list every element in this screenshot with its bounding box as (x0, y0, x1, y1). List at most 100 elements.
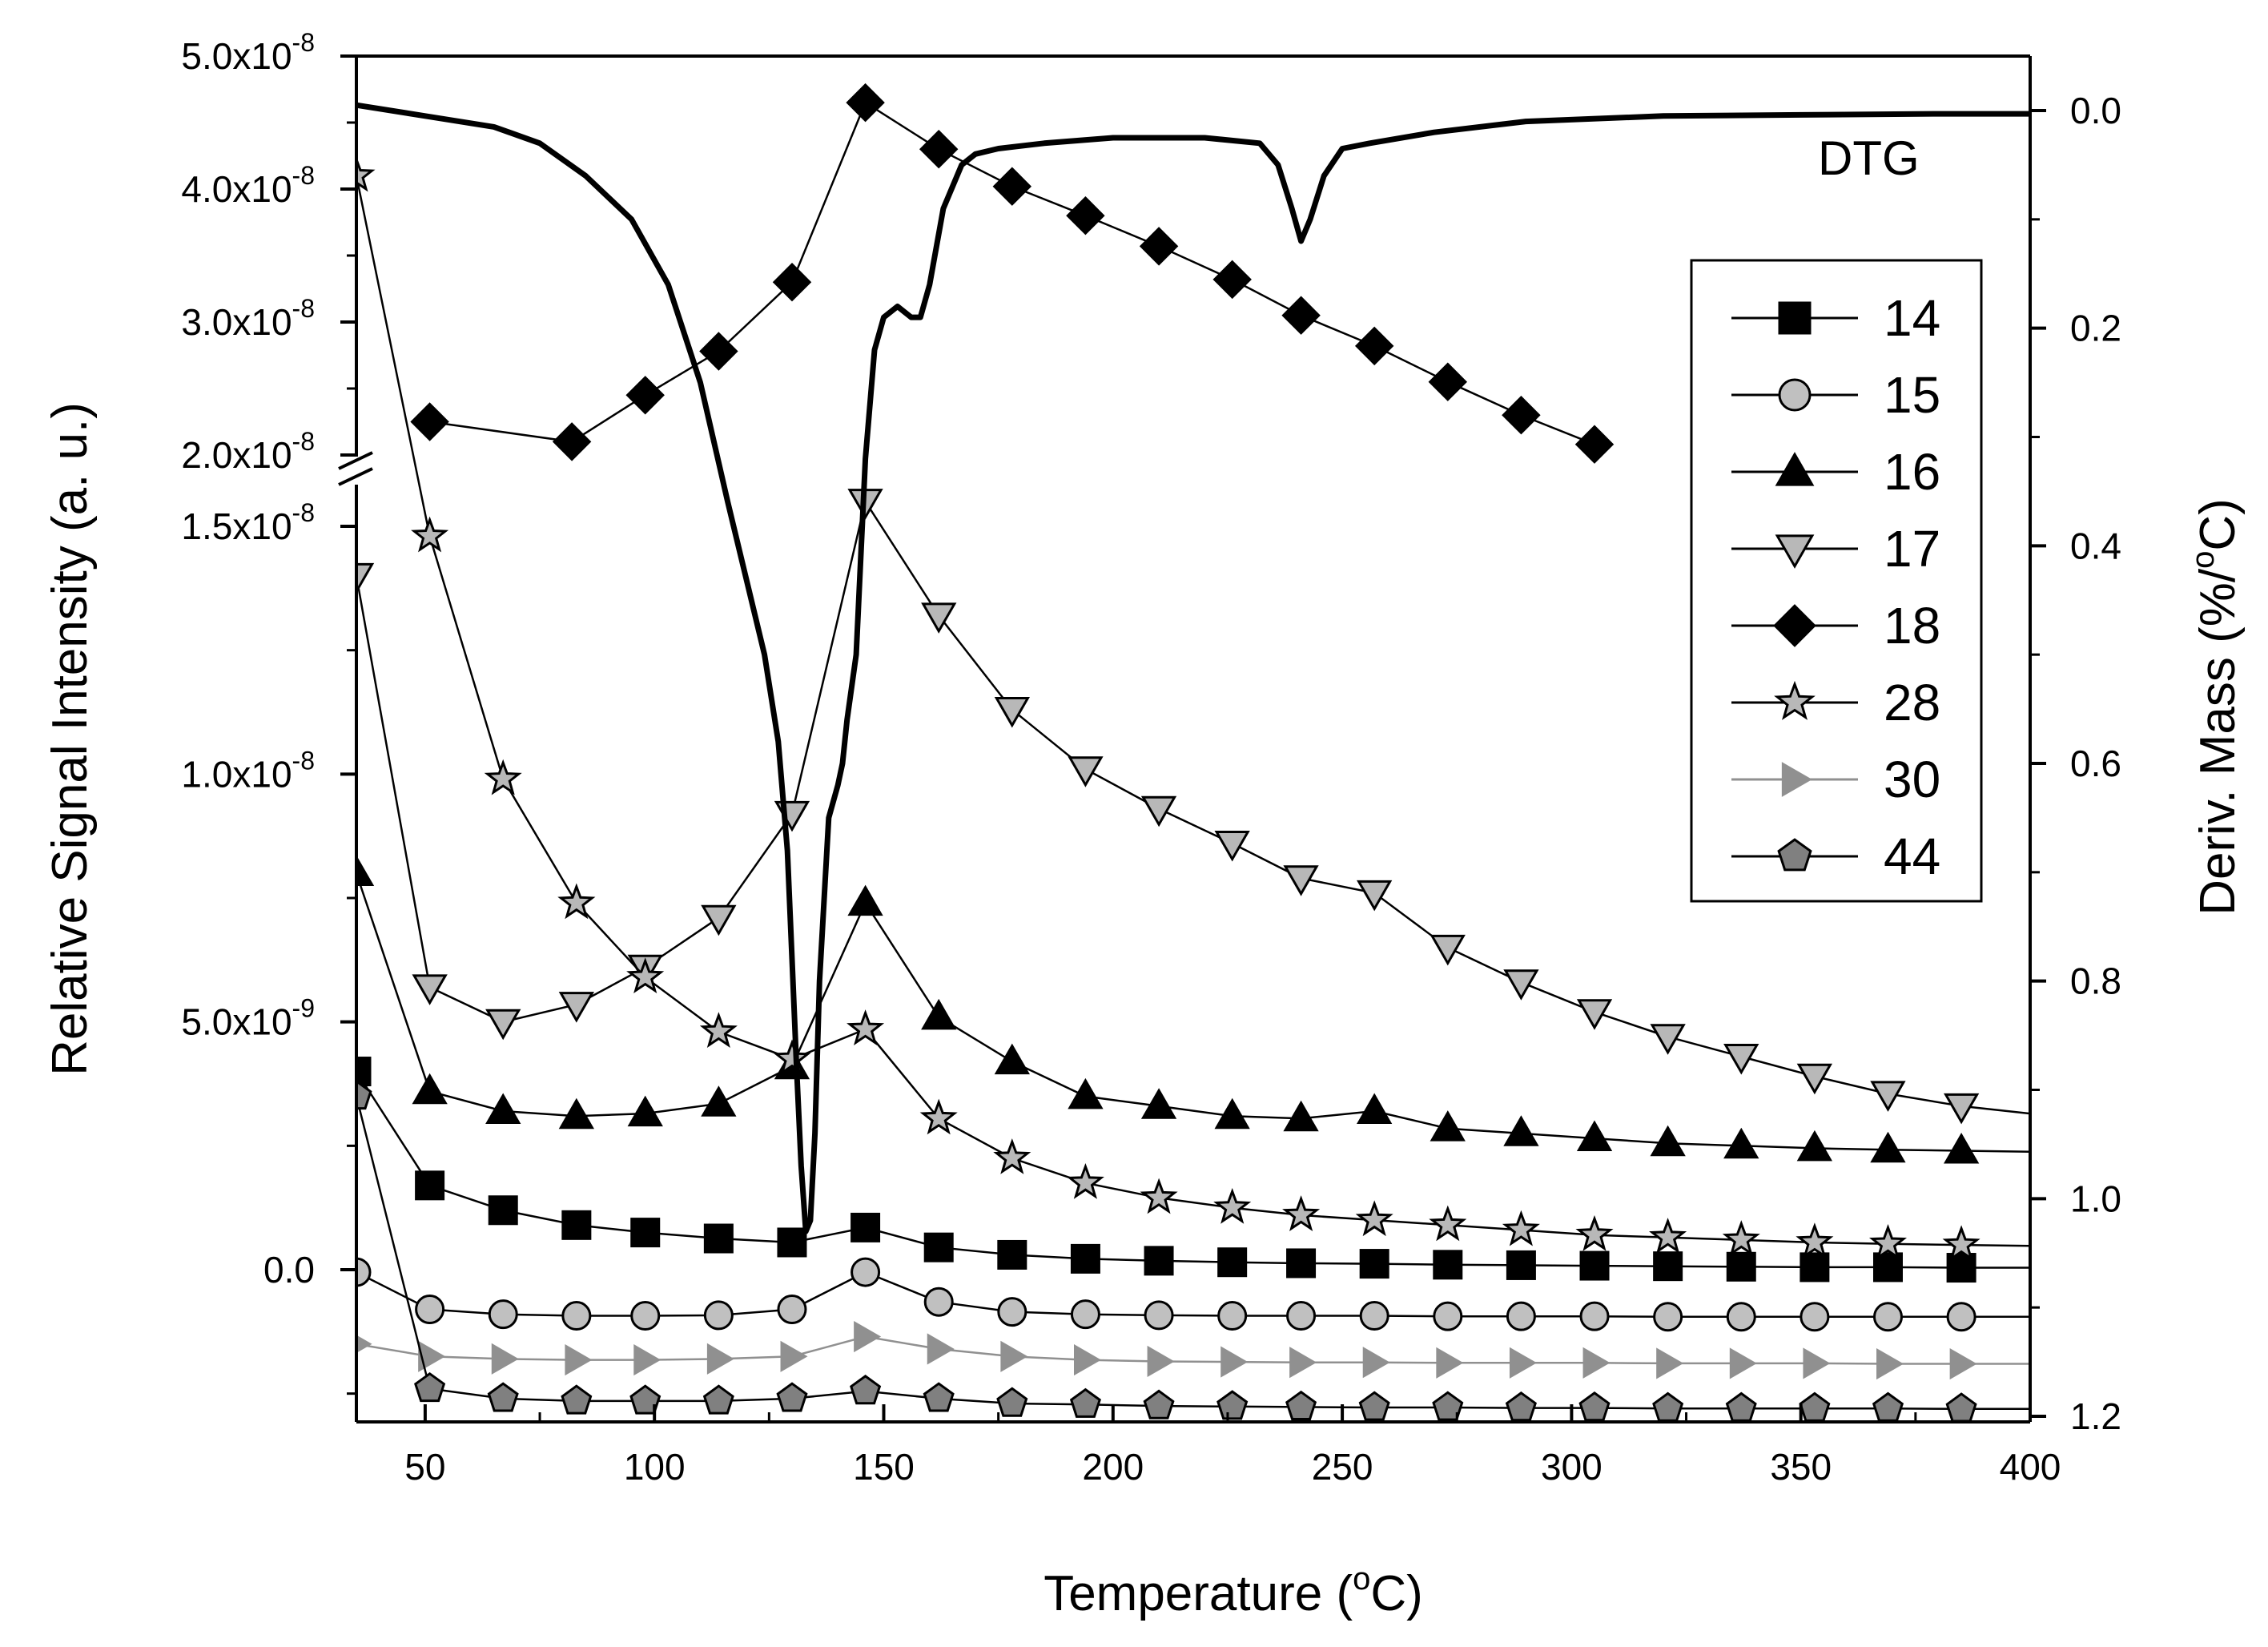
series-14-point (1653, 1251, 1683, 1282)
series-16-point (1650, 1125, 1686, 1157)
series-17-point (1503, 969, 1539, 1001)
series-14-point (1506, 1250, 1536, 1280)
series-30-point (1362, 1347, 1390, 1379)
series-18-point (552, 422, 592, 461)
series-44-point (1143, 1389, 1175, 1419)
legend: 14 15 16 17 18 28 30 44 (1690, 259, 1983, 903)
series-16-point (994, 1043, 1030, 1075)
series-44-point (1069, 1387, 1101, 1418)
series-15-point (415, 1294, 445, 1324)
series-30-point (1949, 1347, 1977, 1380)
legend-marker-17 (1775, 534, 1815, 569)
series-14-point (415, 1170, 445, 1201)
series-44-point (923, 1382, 955, 1412)
series-17-point (1944, 1093, 1980, 1125)
x-tick-label: 50 (404, 1446, 445, 1488)
series-15-point (923, 1287, 954, 1317)
y-tick-exponent: -8 (292, 161, 315, 190)
series-16-point (1723, 1127, 1759, 1159)
series-16-point (1796, 1130, 1832, 1162)
series-17-point (1870, 1081, 1906, 1112)
y-tick-exponent: -8 (292, 746, 315, 775)
series-18-point (1281, 296, 1321, 335)
x-tick-label: 100 (624, 1446, 686, 1488)
y-tick-exponent: -8 (292, 498, 315, 527)
series-16-point (1503, 1115, 1539, 1146)
series-15-point (1144, 1300, 1174, 1331)
series-14-point (997, 1239, 1027, 1270)
series-18-point (1354, 326, 1394, 366)
series-14-point (561, 1210, 592, 1240)
x-tick-label: 350 (1770, 1446, 1832, 1488)
series-30-point (1000, 1340, 1028, 1372)
axes-layer: 50 100 150 200 250 300 350 4000.05.0x10-91.0x10… (42, 28, 2246, 1621)
y2-tick-label: 0.8 (2070, 960, 2121, 1002)
legend-label-15: 15 (1884, 366, 1940, 424)
series-17-point (1576, 999, 1613, 1030)
series-44-point (561, 1384, 593, 1415)
series-15-point (1359, 1301, 1389, 1331)
series-44-point (850, 1375, 882, 1405)
series-15-point (1217, 1301, 1248, 1331)
series-15-point (703, 1300, 734, 1331)
legend-label-28: 28 (1884, 674, 1940, 731)
legend-marker-30 (1781, 762, 1812, 797)
series-14-point (703, 1223, 734, 1254)
y2-tick-label: 0.2 (2070, 308, 2121, 349)
series-17-point (1650, 1024, 1686, 1055)
x-axis-title-unit-sup: o (1353, 1561, 1370, 1597)
series-14-point (1217, 1247, 1248, 1278)
x-tick-label: 400 (2000, 1446, 2061, 1488)
series-30-point (491, 1343, 519, 1375)
series-16-point (1214, 1097, 1250, 1130)
legend-marker-14 (1778, 301, 1812, 335)
y2-tick-label: 1.2 (2070, 1395, 2121, 1437)
series-18-point (919, 129, 959, 169)
series-17-point (1723, 1044, 1759, 1075)
series-30-point (1289, 1347, 1317, 1379)
y-tick-exponent: -8 (292, 427, 315, 456)
series-28-point (557, 883, 596, 920)
legend-marker-44 (1777, 838, 1812, 872)
series-16-point (1140, 1088, 1177, 1119)
series-28-point (993, 1138, 1031, 1174)
y2-axis-title-unit: C) (2190, 498, 2246, 550)
series-28-point (1722, 1220, 1760, 1256)
series-28-point (1355, 1200, 1393, 1237)
series-layer (356, 83, 2030, 1422)
series-18-point (1212, 260, 1252, 300)
series-44-point (1432, 1391, 1464, 1421)
legend-box (1690, 259, 1983, 903)
legend-label-18: 18 (1884, 597, 1940, 654)
series-44-point (487, 1382, 519, 1412)
series-17-point (558, 992, 594, 1023)
series-17-point (412, 974, 448, 1005)
series-14-point (356, 1057, 372, 1087)
axis-break-mark (338, 467, 373, 486)
series-14-point (630, 1218, 661, 1248)
series-17-point (1796, 1063, 1832, 1095)
legend-label-30: 30 (1884, 751, 1940, 808)
series-18-point (699, 332, 738, 371)
series-18-point (1139, 227, 1179, 266)
x-tick-label: 250 (1312, 1446, 1373, 1488)
series-28-line (356, 175, 2030, 1247)
series-44-point (996, 1387, 1028, 1417)
series-14-point (1433, 1250, 1463, 1280)
series-44-point (1578, 1391, 1611, 1422)
series-28-point (846, 1009, 885, 1046)
series-28-point (1066, 1162, 1104, 1199)
y-tick-exponent: -9 (292, 994, 315, 1023)
series-14-point (488, 1195, 518, 1226)
series-44-point (1505, 1391, 1537, 1422)
series-30-point (1876, 1347, 1904, 1380)
series-15-point (997, 1297, 1027, 1327)
series-16-point (847, 884, 883, 916)
series-17-point (1214, 831, 1250, 862)
series-16-point (1068, 1077, 1104, 1109)
series-28 (356, 155, 2030, 1262)
series-15-point (1653, 1302, 1683, 1332)
series-16-point (412, 1073, 448, 1105)
series-30-point (565, 1344, 593, 1376)
series-30-point (854, 1320, 882, 1353)
